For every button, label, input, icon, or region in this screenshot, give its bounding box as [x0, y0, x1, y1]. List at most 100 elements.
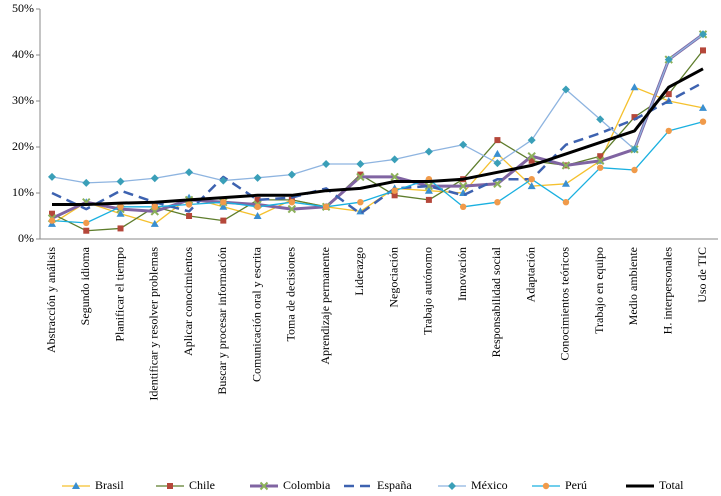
data-point [82, 178, 91, 187]
data-point [186, 213, 193, 219]
x-tick-label: Negociación [386, 247, 400, 308]
x-tick-label: Innovación [455, 247, 469, 301]
data-point [49, 210, 55, 217]
data-point [494, 199, 501, 206]
data-point [391, 192, 398, 199]
data-point [83, 227, 90, 234]
data-point [458, 181, 468, 191]
data-point [527, 151, 536, 161]
data-point [185, 201, 193, 208]
legend-label: Perú [565, 478, 587, 492]
y-tick-label: 0% [18, 231, 34, 245]
data-point [322, 160, 331, 169]
data-point [561, 179, 570, 187]
data-point [459, 140, 468, 149]
data-point [459, 203, 467, 210]
data-point [527, 182, 536, 190]
x-tick-label: Aprendizaje permanente [318, 247, 332, 365]
x-tick-label: Trabajo en equipo [592, 247, 606, 334]
y-tick-label: 30% [12, 93, 34, 107]
series-line [51, 33, 704, 220]
data-point [528, 176, 535, 183]
data-point [597, 164, 604, 171]
x-tick-label: Responsabilidad social [489, 246, 503, 357]
data-point [424, 147, 433, 156]
data-point [562, 199, 570, 206]
data-point [287, 170, 296, 179]
data-point [116, 209, 125, 217]
x-tick-label: Aplicar conocimientos [181, 247, 195, 356]
data-point [527, 136, 536, 145]
x-tick-label: Trabajo autónomo [421, 247, 435, 335]
data-point [48, 172, 56, 181]
legend-marker [167, 483, 173, 489]
x-tick-label: H. interpersonales [660, 247, 674, 335]
x-tick-label: Conocimientos teóricos [558, 247, 572, 361]
data-point [528, 157, 535, 164]
data-point [665, 127, 672, 135]
data-point [254, 196, 261, 203]
data-point [220, 217, 227, 224]
legend-marker [542, 482, 550, 490]
data-point [150, 219, 159, 227]
y-tick-label: 50% [12, 1, 34, 15]
data-point [561, 85, 570, 94]
legend-label: España [377, 478, 412, 492]
x-tick-label: Liderazgo [352, 247, 366, 296]
x-tick-label: Segundo idioma [78, 246, 92, 325]
series-line [52, 67, 704, 206]
data-point [357, 199, 364, 206]
data-point [493, 159, 502, 168]
data-point [665, 91, 672, 98]
data-point [597, 153, 604, 160]
data-point [287, 204, 297, 214]
y-tick-label: 10% [12, 185, 34, 199]
x-tick-label: Comunicación oral y escrita [249, 246, 263, 382]
data-point [425, 196, 432, 203]
data-point [424, 181, 434, 191]
data-point [185, 168, 194, 177]
legend-label: Chile [189, 478, 215, 492]
data-point [390, 172, 399, 182]
data-point [151, 203, 158, 210]
data-point [561, 161, 571, 170]
legend-label: Total [659, 478, 684, 492]
data-point [596, 115, 605, 124]
x-tick-label: Medio ambiente [626, 247, 640, 325]
data-point [493, 149, 502, 157]
data-point [631, 114, 638, 121]
legend-label: Brasil [95, 478, 124, 492]
data-point [150, 174, 159, 183]
data-point [219, 202, 228, 210]
data-point [390, 155, 399, 164]
series-line [51, 33, 704, 184]
data-point [254, 203, 261, 210]
legend-marker [72, 482, 80, 489]
data-point [699, 30, 707, 39]
data-point [357, 171, 364, 178]
data-point [391, 187, 398, 194]
y-tick-label: 20% [12, 139, 34, 153]
data-point [630, 145, 639, 154]
data-point [253, 212, 262, 219]
x-tick-label: Abstracción y análisis [44, 247, 58, 353]
data-point [494, 137, 501, 144]
data-point [253, 173, 262, 182]
legend-label: México [471, 478, 508, 492]
series-line [51, 121, 704, 224]
data-point [356, 172, 365, 182]
x-tick-label: Uso de TIC [695, 247, 709, 303]
data-point [664, 55, 673, 64]
legend-marker [259, 481, 269, 491]
data-point [117, 203, 124, 210]
data-point [48, 217, 56, 224]
y-tick-label: 40% [12, 47, 34, 61]
data-point [699, 118, 707, 125]
data-point [220, 199, 227, 206]
x-tick-label: Adaptación [523, 247, 537, 302]
data-point [288, 199, 296, 206]
series-line [51, 81, 704, 215]
data-point [699, 103, 707, 111]
x-tick-label: Planificar el tiempo [112, 247, 126, 342]
